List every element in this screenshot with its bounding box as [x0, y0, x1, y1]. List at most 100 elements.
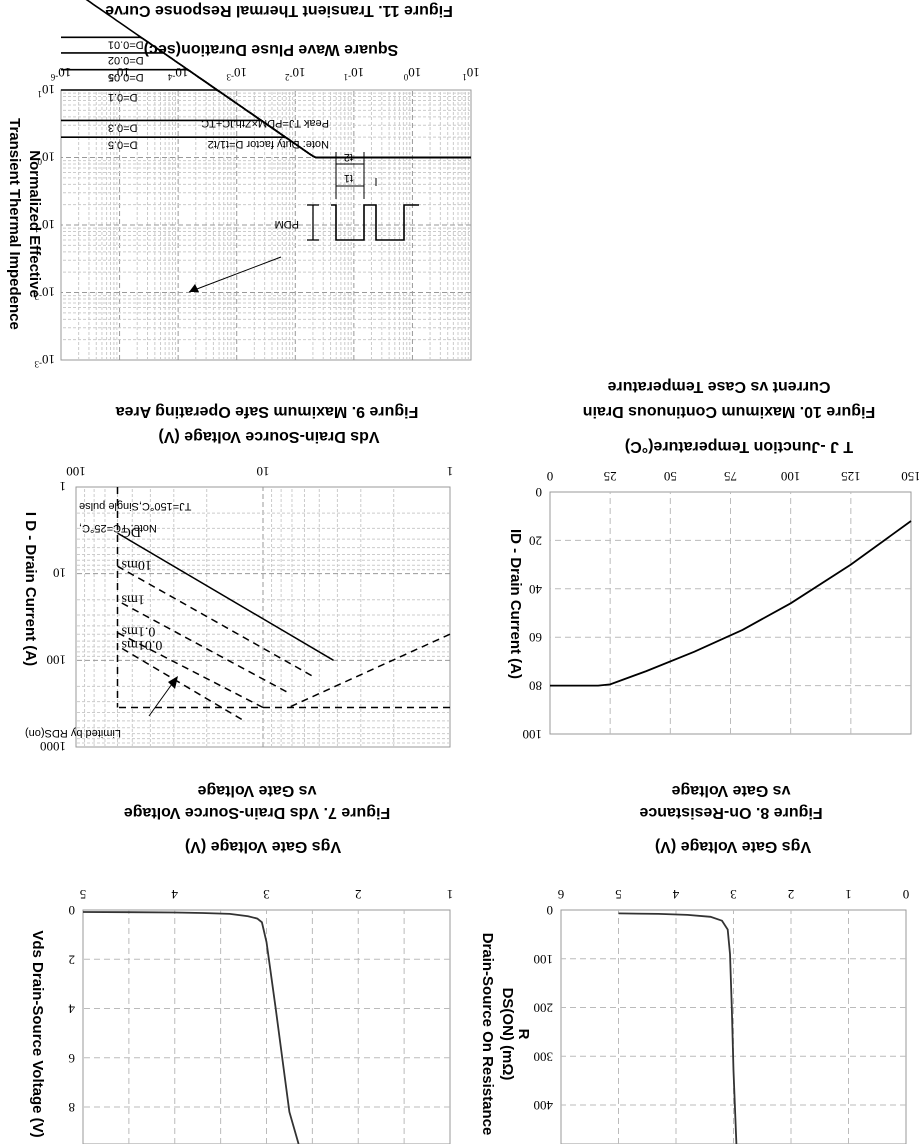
fig9-grid [76, 487, 450, 747]
fig7-ylabel: Vds Drain-Source Voltage (V) [29, 930, 46, 1137]
fig11-ytick-label: 101 [38, 82, 56, 99]
fig8-title-line1: Figure 8. On-Resistance [639, 804, 822, 821]
fig11-t2-label: t2 [344, 151, 353, 163]
fig9-series-label: 0.01ms [121, 637, 162, 652]
fig8-rdson-curve [618, 912, 738, 1144]
fig11-series-label: D=0.3 [108, 121, 138, 133]
fig7-xtick-label: 5 [80, 887, 87, 902]
fig8-ytick-label: 100 [534, 952, 554, 967]
fig11-duty-labels: DCD=0.01D=0.02D=0.05D=0.1D=0.3D=0.5 [108, 38, 144, 150]
fig10-title-line1: Figure 10. Maximum Continuous Drain [583, 403, 875, 420]
fig10-xtick-label: 100 [781, 469, 801, 484]
fig7-xtick-label: 1 [447, 887, 454, 902]
fig8-ytick-label: 300 [534, 1049, 554, 1064]
fig9-xtick-label: 1 [447, 464, 454, 479]
fig9-group: Figure 9. Maximum Safe Operating Area Vd… [22, 403, 453, 754]
fig11-xtick-label: 10-1 [344, 65, 365, 82]
fig11-ytick-label: 10-3 [34, 352, 55, 369]
fig7-vds-curve [82, 911, 300, 1144]
fig11-arrow [188, 256, 282, 293]
fig9-limited-arrow [148, 683, 173, 717]
fig8-ylabel: R DS(ON) (mΩ) Drain-Source On Resistance [479, 933, 532, 1136]
fig11-xtick-label: 10-3 [226, 65, 247, 82]
fig7-group: Figure 7. Vds Drain-Source Voltage vs Ga… [29, 782, 453, 1144]
fig8-xtick-label: 0 [903, 887, 910, 902]
fig8-xtick-label: 5 [615, 887, 622, 902]
fig10-xtick-label: 25 [604, 469, 617, 484]
fig8-group: Figure 8. On-Resistance vs Gate Voltage … [479, 782, 909, 1144]
fig7-ticks: 1 2 3 4 50 2 4 6 8 [68, 887, 453, 1115]
fig7-ytick-label: 0 [69, 903, 76, 918]
fig9-ytick-label: 100 [47, 652, 67, 667]
fig9-xlabel: Vds Drain-Source Voltage (V) [158, 428, 379, 445]
fig11-ylabel-l2: Transient Thermal Impedence [6, 118, 23, 330]
fig11-pdm-label: PDM [275, 218, 299, 230]
fig11-xtick-label: 101 [462, 65, 480, 82]
fig9-limited-arrowhead [168, 676, 178, 689]
fig9-soa-lines [116, 487, 451, 721]
fig7-grid [83, 910, 450, 1144]
fig8-xtick-label: 6 [557, 887, 564, 902]
fig10-xtick-label: 50 [664, 469, 677, 484]
fig8-ytick-label: 0 [547, 903, 554, 918]
fig11-xtick-label: 10-2 [285, 65, 306, 82]
fig8-xtick-label: 2 [788, 887, 795, 902]
fig10-ticks: 0 25 50 75 100 125 150 0 20 40 60 80 100 [523, 469, 919, 742]
fig10-xtick-label: 150 [901, 469, 919, 484]
fig11-xlabel: Square Wave Pluse Duration(sec) [144, 41, 399, 58]
fig8-ylabel-sub: DS(ON) [499, 988, 516, 1041]
fig10-title-line2: Current vs Case Temperature [607, 378, 830, 395]
fig7-ytick-label: 4 [68, 1002, 75, 1017]
fig8-ylabel-unit: (mΩ) [499, 1045, 516, 1080]
fig10-xtick-label: 0 [547, 469, 554, 484]
fig7-xlabel: Vgs Gate Voltage (V) [185, 838, 341, 855]
fig11-series-label: D=0.05 [108, 71, 144, 83]
fig9-ytick-label: 10 [53, 566, 66, 581]
fig10-xlabel: T J -Junction Temperature(°C) [625, 438, 853, 455]
fig10-ylabel: ID - Drain Current (A) [507, 529, 524, 679]
fig11-ytick-label: 10-2 [35, 285, 56, 302]
fig9-note-tj: TJ=150°C,Single pulse [79, 500, 191, 512]
fig7-ytick-label: 6 [68, 1051, 75, 1066]
fig11-series-label: D=0.1 [108, 91, 138, 103]
fig10-ytick-label: 80 [529, 679, 542, 694]
fig8-xtick-label: 1 [845, 887, 852, 902]
svg-text:Drain-Source On Resistance: Drain-Source On Resistance [479, 933, 496, 1136]
fig11-curves [60, 0, 471, 159]
fig7-xtick-label: 3 [263, 887, 270, 902]
fig10-id-curve [550, 520, 912, 687]
fig8-title-line2: vs Gate Voltage [671, 782, 790, 799]
svg-text:Normalized Effective: Normalized Effective [26, 150, 43, 298]
fig9-series-label: 0.1ms [121, 624, 155, 639]
fig11-ylabel: Normalized Effective Transient Thermal I… [6, 118, 43, 330]
fig9-ytick-label: 1000 [40, 739, 66, 754]
fig10-ytick-label: 20 [529, 533, 542, 548]
fig8-ytick-label: 200 [534, 1001, 554, 1016]
fig11-ticks: 10-6 10-5 10-4 10-3 10-2 10-1 100 10110110010-1… [34, 65, 480, 369]
fig11-note-peak: Peak TJ=PDM×ZthJC+TC [201, 117, 329, 129]
fig11-title: Figure 11. Transient Thermal Response Cu… [105, 2, 453, 19]
fig11-series-label: D=0.5 [108, 138, 138, 150]
svg-text:I D - Drain Current (A): I D - Drain Current (A) [22, 512, 39, 666]
fig9-note-tc: Note: TC=25°C, [79, 522, 157, 534]
fig11-series-label: D=0.02 [108, 54, 144, 66]
fig11-xtick-label: 10-6 [50, 65, 71, 82]
fig9-ylabel: I D - Drain Current (A) [22, 512, 39, 666]
svg-text:R: R [515, 1029, 532, 1040]
fig7-ytick-label: 8 [69, 1100, 76, 1115]
fig7-title-line1: Figure 7. Vds Drain-Source Voltage [124, 804, 391, 821]
fig11-t1-label: t1 [344, 172, 353, 184]
fig9-line-0-1ms [117, 632, 264, 709]
fig10-ytick-label: 100 [523, 727, 543, 742]
fig11-grid [61, 90, 471, 360]
fig8-xtick-label: 3 [730, 887, 737, 902]
fig11-curve-d-0-5 [61, 136, 471, 159]
fig10-xtick-label: 75 [724, 469, 737, 484]
fig11-note-duty: Note: Duty factor D=t1/t2 [208, 138, 329, 150]
fig11-ylabel-l1: Normalized Effective [26, 150, 43, 298]
fig7-xtick-label: 2 [355, 887, 362, 902]
